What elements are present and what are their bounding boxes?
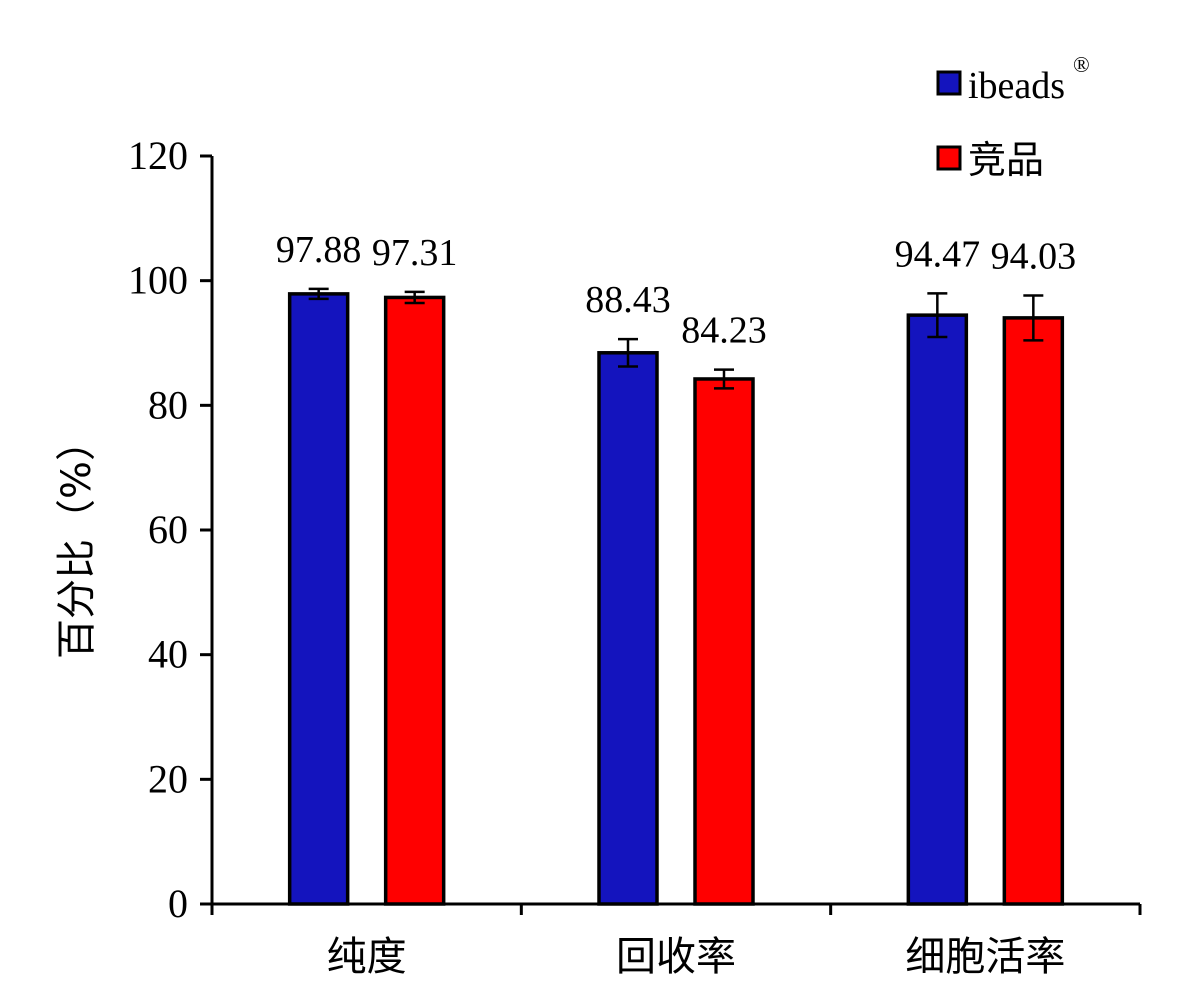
data-label: 84.23: [681, 310, 767, 352]
y-tick-label: 100: [128, 258, 188, 303]
data-label: 97.88: [276, 229, 362, 271]
y-tick-label: 60: [148, 507, 188, 552]
legend-label: ibeads: [968, 65, 1065, 107]
data-label: 97.31: [372, 232, 458, 274]
bar-competitor: [693, 377, 755, 906]
bar-ibeads: [597, 351, 659, 906]
data-label: 94.03: [991, 235, 1077, 277]
x-category-label: 细胞活率: [905, 934, 1065, 979]
legend-registered-mark: ®: [1073, 52, 1090, 77]
y-tick-label: 80: [148, 382, 188, 427]
bar-competitor: [1002, 316, 1065, 906]
x-category-label: 纯度: [327, 934, 407, 979]
legend-label: 竞品: [968, 140, 1044, 182]
legend-swatch: [936, 70, 962, 96]
bar-ibeads: [287, 292, 350, 906]
y-axis-title: 百分比（%）: [54, 421, 100, 659]
data-label: 88.43: [585, 279, 671, 321]
x-category-label: 回收率: [616, 934, 736, 979]
y-tick-label: 40: [148, 632, 188, 677]
y-tick-label: 20: [148, 756, 188, 801]
y-tick-label: 120: [128, 133, 188, 178]
legend-swatch: [936, 145, 962, 171]
bar-ibeads: [906, 313, 969, 906]
data-label: 94.47: [895, 233, 981, 275]
bar-competitor: [383, 295, 446, 906]
y-tick-label: 0: [168, 881, 188, 926]
